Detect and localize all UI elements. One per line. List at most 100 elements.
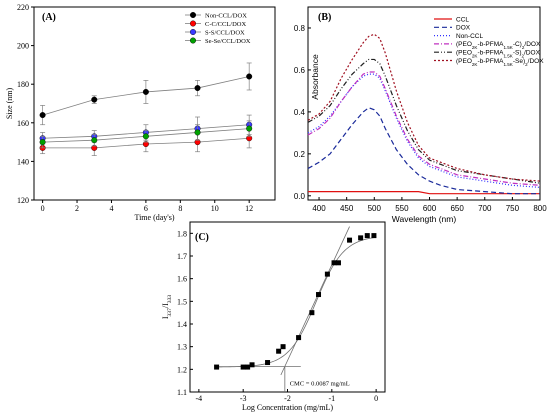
- y-axis-title: Absorbance: [310, 54, 320, 100]
- panel-label: (A): [42, 12, 56, 23]
- series-3: [39, 120, 253, 149]
- data-point: [324, 271, 330, 277]
- data-point: [142, 88, 149, 95]
- x-tick-label: 500: [368, 204, 382, 213]
- x-tick-label: 600: [423, 204, 437, 213]
- data-point: [91, 96, 98, 103]
- legend-label: Se-Se/CCL/DOX: [205, 38, 251, 45]
- x-tick-label: 10: [211, 204, 219, 213]
- data-point: [371, 233, 377, 239]
- y-tick-label: 180: [17, 80, 29, 89]
- y-tick-label: 1.3: [177, 343, 187, 352]
- y-tick-label: 1.5: [177, 297, 187, 306]
- y-tick-label: 1.6: [177, 275, 187, 284]
- y-axis-title: Size (nm): [5, 88, 14, 120]
- x-tick-label: -2: [284, 394, 291, 403]
- x-tick-label: 400: [312, 204, 326, 213]
- y-tick-label: 1.2: [177, 365, 187, 374]
- data-point: [39, 112, 46, 119]
- y-tick-label: 0.4: [294, 108, 306, 117]
- x-tick-label: -3: [240, 394, 247, 403]
- x-axis-title: Time (day's): [134, 213, 174, 222]
- y-tick-label: 0.8: [294, 24, 306, 33]
- data-point: [39, 139, 46, 146]
- x-tick-label: 4: [109, 204, 113, 213]
- legend-marker: [189, 11, 196, 18]
- legend-label: C-C/CCL/DOX: [205, 21, 246, 28]
- legend-label: DOX: [456, 25, 471, 32]
- cmc-annotation: CMC = 0.0087 mg/mL: [290, 381, 350, 388]
- series-line-3: [307, 71, 541, 186]
- x-tick-label: 800: [533, 204, 547, 213]
- data-point: [246, 125, 253, 132]
- data-point: [316, 292, 322, 298]
- panel-c-chart: -4 -3 -2 -1 0 1.1 1.2 1.3 1.4 1.5 1.6 1.7 1.8 (C) Log …: [161, 221, 386, 412]
- x-axis-title: Wavelength (nm): [392, 214, 457, 224]
- data-point: [246, 73, 253, 80]
- legend-label: (PEO2K-b-PFMA1.5K-Se)2/DOX: [456, 58, 544, 67]
- data-point: [214, 364, 220, 370]
- panel-label: (C): [195, 232, 209, 243]
- y-axis-title: I337/I333: [161, 295, 173, 320]
- data-point: [309, 310, 315, 316]
- x-tick-label: 450: [340, 204, 354, 213]
- x-tick-label: 750: [506, 204, 520, 213]
- y-tick-label: 160: [17, 119, 29, 128]
- x-tick-label: 700: [478, 204, 492, 213]
- panel-b-chart: 400 450 500 550 600 650 700 750 800 0.0 0.2 0.4 0.6 0…: [294, 6, 547, 224]
- series-line-5: [307, 33, 541, 182]
- legend-label: Non-CCL: [456, 33, 483, 40]
- legend-label: S-S/CCL/DOX: [205, 29, 245, 36]
- y-tick-label: 140: [17, 157, 29, 166]
- data-point: [194, 85, 201, 92]
- x-tick-label: -4: [196, 394, 203, 403]
- y-tick-label: 1.4: [177, 320, 187, 329]
- data-point: [249, 362, 255, 368]
- x-tick-label: 550: [395, 204, 409, 213]
- legend-label: (PEO2K-b-PFMA1.5K-C)2/DOX: [456, 41, 541, 50]
- data-point: [364, 233, 370, 239]
- data-point: [194, 129, 201, 136]
- data-point: [142, 133, 149, 140]
- data-point: [245, 364, 251, 370]
- x-tick-label: 0: [374, 394, 378, 403]
- y-tick-label: 1.1: [177, 388, 187, 397]
- series-line-2: [307, 73, 541, 189]
- data-point: [347, 237, 353, 243]
- legend-label: CCL: [456, 16, 469, 23]
- legend-marker: [189, 20, 196, 27]
- x-tick-label: -1: [328, 394, 335, 403]
- y-tick-label: 1.8: [177, 229, 187, 238]
- y-tick-label: 1.7: [177, 252, 187, 261]
- series-line-0: [308, 191, 540, 195]
- x-tick-label: 0: [41, 204, 45, 213]
- data-point: [296, 335, 302, 341]
- x-tick-label: 8: [178, 204, 182, 213]
- panel-b-frame: [307, 6, 541, 201]
- series-line-1: [307, 107, 540, 195]
- x-tick-label: 12: [245, 204, 253, 213]
- panel-a-frame: [33, 6, 276, 201]
- x-axis-title: Log Concentration (mg/mL): [242, 403, 333, 412]
- data-point: [91, 137, 98, 144]
- legend-marker: [189, 37, 196, 44]
- data-point: [276, 348, 282, 354]
- y-tick-label: 220: [17, 3, 29, 12]
- y-tick-label: 0.2: [294, 150, 306, 159]
- data-point: [358, 235, 364, 241]
- y-tick-label: 0.6: [294, 66, 306, 75]
- data-point: [331, 260, 337, 266]
- panel-a-chart: 0 2 4 6 8 10 12 120 140 160 180 200 220 (A) Time (day'…: [5, 3, 276, 222]
- series-line-4: [307, 58, 541, 184]
- sigmoid-fit-curve: [216, 236, 377, 368]
- x-tick-label: 650: [450, 204, 464, 213]
- data-point: [265, 360, 271, 366]
- y-tick-label: 200: [17, 42, 29, 51]
- series-0: [39, 62, 253, 126]
- data-point: [335, 260, 341, 266]
- y-tick-label: 120: [17, 196, 29, 205]
- data-point: [240, 364, 246, 370]
- panel-label: (B): [318, 12, 331, 23]
